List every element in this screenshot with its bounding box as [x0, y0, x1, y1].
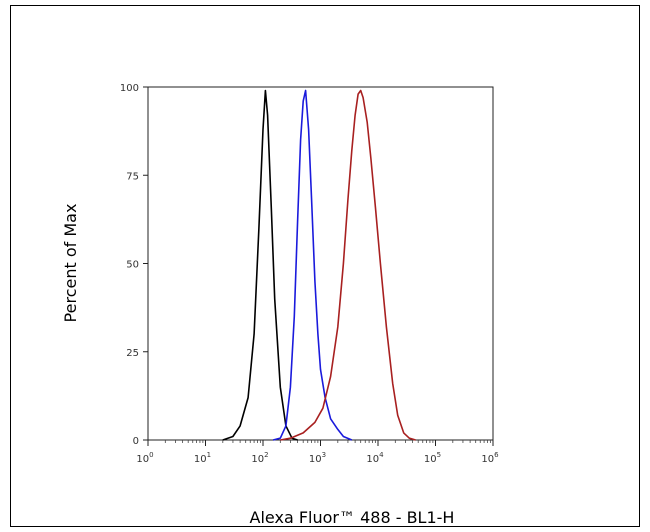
- plot-area: [147, 86, 494, 441]
- series-line-1: [222, 89, 298, 441]
- series-line-2: [272, 89, 353, 441]
- x-tick-label: 100: [136, 451, 153, 465]
- x-tick-label: 101: [194, 451, 211, 465]
- y-tick-label: 50: [126, 260, 139, 271]
- series-line-3: [280, 89, 416, 441]
- x-tick-label: 105: [424, 451, 441, 465]
- x-tick-label: 103: [309, 451, 326, 465]
- x-axis-title: Alexa Fluor™ 488 - BL1-H: [250, 508, 455, 527]
- y-tick-label: 100: [120, 83, 139, 94]
- series-layer: [222, 89, 416, 441]
- y-tick-label: 0: [133, 436, 139, 447]
- x-tick-label: 104: [366, 451, 384, 465]
- y-tick-label: 75: [126, 171, 139, 182]
- y-axis-ticks: 0 25 50 75 100: [120, 83, 148, 447]
- x-tick-label: 106: [481, 451, 499, 465]
- y-axis-title: Percent of Max: [61, 204, 80, 323]
- y-tick-label: 25: [126, 348, 139, 359]
- x-axis-ticks: 100 101 102 103 104 105 106: [136, 440, 499, 465]
- x-tick-label: 102: [251, 451, 268, 465]
